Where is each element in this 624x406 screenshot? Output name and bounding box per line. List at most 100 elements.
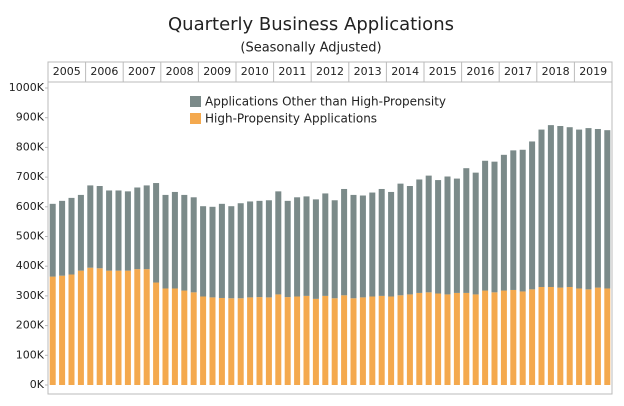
- y-tick-label: 0K: [30, 378, 45, 391]
- bar-segment: [500, 290, 507, 385]
- bar-segment: [162, 194, 169, 289]
- bar-segment: [500, 154, 507, 291]
- bar-segment: [350, 194, 357, 299]
- bar-segment: [463, 292, 470, 385]
- bar-segment: [190, 197, 197, 293]
- bar-segment: [87, 267, 94, 385]
- bar-segment: [256, 297, 263, 385]
- bar-segment: [181, 290, 188, 385]
- bar-segment: [237, 203, 244, 299]
- bar-segment: [312, 199, 319, 299]
- bar-segment: [406, 294, 413, 385]
- bar-segment: [425, 175, 432, 293]
- bar-segment: [134, 269, 141, 385]
- bar-segment: [566, 127, 573, 287]
- bar-segment: [369, 192, 376, 297]
- bar-segment: [397, 295, 404, 385]
- bar-segment: [341, 188, 348, 296]
- bar-segment: [265, 297, 272, 385]
- bar-segment: [247, 201, 254, 298]
- bar-segment: [388, 191, 395, 297]
- bar-segment: [143, 185, 150, 270]
- bar-segment: [435, 293, 442, 385]
- bar-segment: [547, 286, 554, 385]
- bar-segment: [557, 287, 564, 385]
- bar-segment: [106, 270, 113, 385]
- bar-segment: [453, 292, 460, 385]
- year-label: 2016: [466, 65, 494, 78]
- bar-segment: [218, 297, 225, 385]
- bar-segment: [294, 296, 301, 385]
- y-tick-label: 800K: [16, 140, 45, 153]
- bar-segment: [538, 129, 545, 287]
- bar-segment: [303, 196, 310, 296]
- bar-segment: [510, 150, 517, 290]
- bar-segment: [604, 288, 611, 385]
- bar-segment: [124, 191, 131, 271]
- year-label: 2019: [579, 65, 607, 78]
- bar-segment: [331, 200, 338, 299]
- bar-segment: [510, 289, 517, 385]
- bar-segment: [77, 270, 84, 385]
- year-label: 2018: [542, 65, 570, 78]
- legend-label: Applications Other than High-Propensity: [205, 95, 446, 109]
- y-tick-label: 600K: [16, 200, 45, 213]
- bar-segment: [435, 180, 442, 294]
- year-label: 2007: [128, 65, 156, 78]
- y-tick-label: 900K: [16, 111, 45, 124]
- bar-segment: [181, 194, 188, 291]
- bar-segment: [576, 288, 583, 385]
- bar-segment: [200, 296, 207, 385]
- year-label: 2010: [241, 65, 269, 78]
- bar-segment: [547, 125, 554, 287]
- bar-segment: [256, 200, 263, 298]
- bar-segment: [87, 185, 94, 268]
- bar-segment: [312, 298, 319, 385]
- bar-segment: [359, 195, 366, 298]
- legend-swatch: [190, 96, 201, 107]
- bar-segment: [557, 126, 564, 288]
- bar-segment: [322, 295, 329, 385]
- bar-segment: [275, 294, 282, 385]
- bar-segment: [416, 179, 423, 293]
- bar-segment: [491, 292, 498, 385]
- bar-segment: [482, 160, 489, 291]
- y-tick-label: 500K: [16, 230, 45, 243]
- bar-segment: [519, 149, 526, 292]
- bar-segment: [284, 297, 291, 385]
- bar-segment: [124, 270, 131, 385]
- bar-segment: [378, 295, 385, 385]
- y-tick-label: 200K: [16, 319, 45, 332]
- year-label: 2012: [316, 65, 344, 78]
- bar-segment: [604, 130, 611, 289]
- bar-segment: [538, 286, 545, 385]
- bar-segment: [378, 188, 385, 296]
- year-label: 2015: [429, 65, 457, 78]
- bar-segment: [77, 194, 84, 271]
- bar-segment: [369, 296, 376, 385]
- bar-segment: [275, 191, 282, 295]
- year-label: 2009: [203, 65, 231, 78]
- bar-segment: [209, 206, 216, 298]
- bar-segment: [218, 203, 225, 298]
- bar-segment: [49, 276, 56, 385]
- bar-segment: [134, 187, 141, 270]
- chart-subtitle: (Seasonally Adjusted): [240, 41, 381, 56]
- bar-segment: [444, 294, 451, 385]
- y-tick-label: 100K: [16, 348, 45, 361]
- bar-segment: [425, 292, 432, 385]
- bar-segment: [566, 286, 573, 385]
- bar-segment: [585, 289, 592, 385]
- bar-segment: [491, 161, 498, 293]
- bar-segment: [265, 200, 272, 298]
- bar-segment: [322, 193, 329, 296]
- bar-segment: [68, 197, 75, 275]
- bar-segment: [331, 298, 338, 385]
- bar-segment: [228, 206, 235, 299]
- y-tick-label: 1000K: [9, 81, 45, 94]
- year-label: 2008: [166, 65, 194, 78]
- bar-segment: [115, 190, 122, 271]
- bar-segment: [143, 269, 150, 385]
- bar-segment: [594, 287, 601, 385]
